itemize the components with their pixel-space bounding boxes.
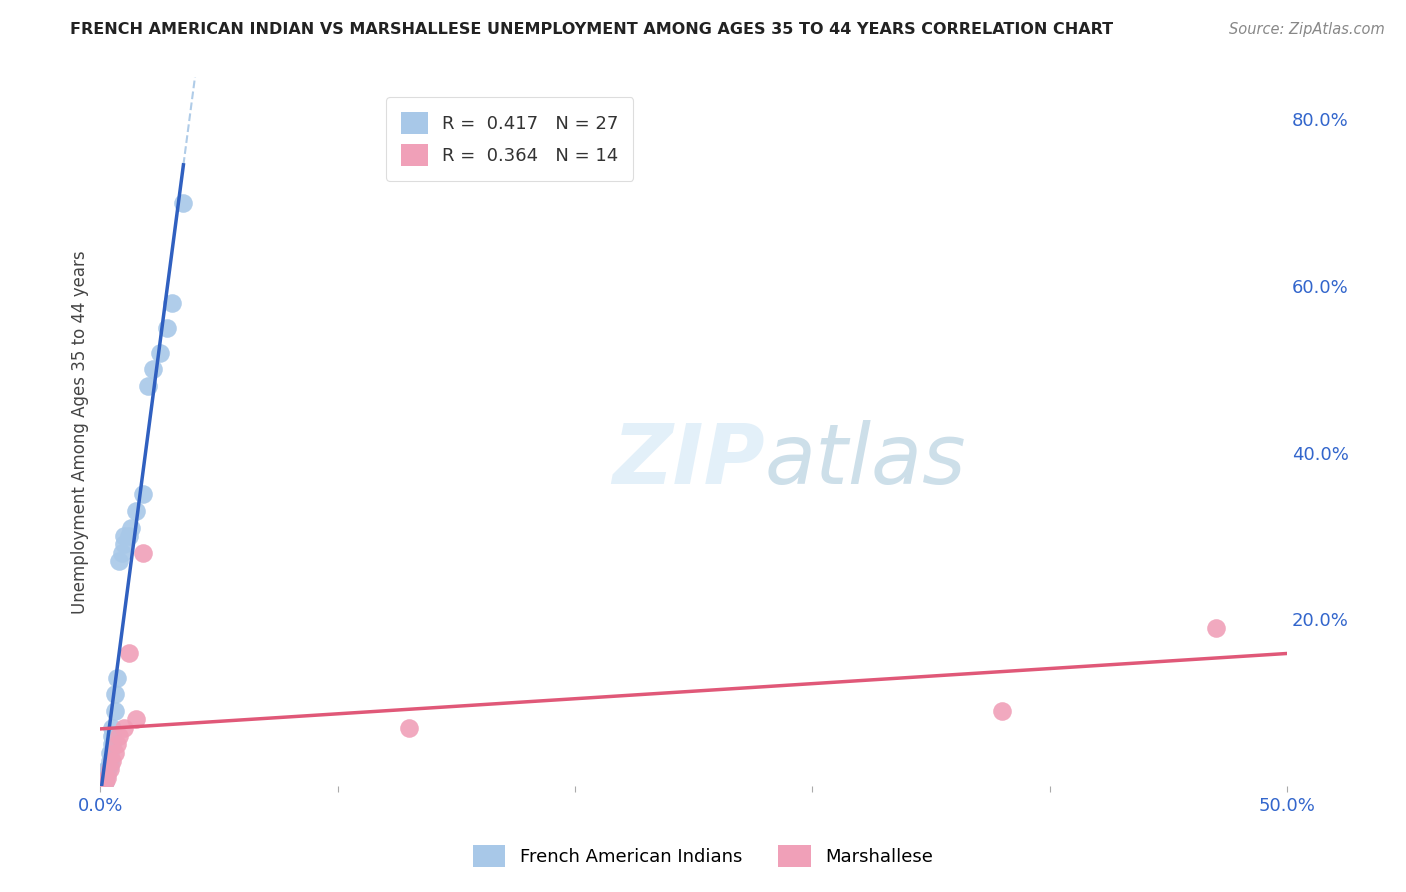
Point [111, 546, 134, 560]
Legend: R =  0.417   N = 27, R =  0.364   N = 14: R = 0.417 N = 27, R = 0.364 N = 14 [387, 97, 633, 181]
Point [398, 721, 420, 735]
Point [112, 537, 135, 551]
Point [101, 729, 124, 743]
Point [136, 379, 159, 393]
Point [118, 646, 141, 660]
Point [142, 362, 165, 376]
Point [101, 738, 124, 752]
Point [112, 721, 135, 735]
Point [132, 546, 155, 560]
Point [101, 754, 124, 768]
Text: FRENCH AMERICAN INDIAN VS MARSHALLESE UNEMPLOYMENT AMONG AGES 35 TO 44 YEARS COR: FRENCH AMERICAN INDIAN VS MARSHALLESE UN… [70, 22, 1114, 37]
Point [96, 771, 118, 785]
Point [149, 345, 172, 359]
Legend: French American Indians, Marshallese: French American Indians, Marshallese [465, 838, 941, 874]
Point [118, 529, 141, 543]
Point [96, 766, 118, 780]
Point [1205, 621, 1227, 635]
Y-axis label: Unemployment Among Ages 35 to 44 years: Unemployment Among Ages 35 to 44 years [72, 250, 89, 614]
Point [160, 295, 183, 310]
Point [98, 754, 121, 768]
Point [105, 738, 128, 752]
Point [108, 729, 131, 743]
Point [156, 320, 179, 334]
Point [112, 529, 135, 543]
Point [94, 775, 117, 789]
Text: ZIP: ZIP [612, 419, 765, 500]
Point [98, 758, 121, 772]
Point [125, 504, 148, 518]
Point [105, 671, 128, 685]
Point [108, 554, 131, 568]
Point [98, 746, 121, 760]
Point [98, 763, 121, 777]
Point [132, 487, 155, 501]
Point [172, 195, 194, 210]
Point [120, 521, 142, 535]
Point [104, 746, 127, 760]
Text: Source: ZipAtlas.com: Source: ZipAtlas.com [1229, 22, 1385, 37]
Point [94, 775, 117, 789]
Point [991, 704, 1014, 718]
Point [104, 704, 127, 718]
Point [104, 688, 127, 702]
Point [96, 763, 118, 777]
Point [125, 713, 148, 727]
Point [101, 721, 124, 735]
Text: atlas: atlas [765, 419, 966, 500]
Point [94, 771, 117, 785]
